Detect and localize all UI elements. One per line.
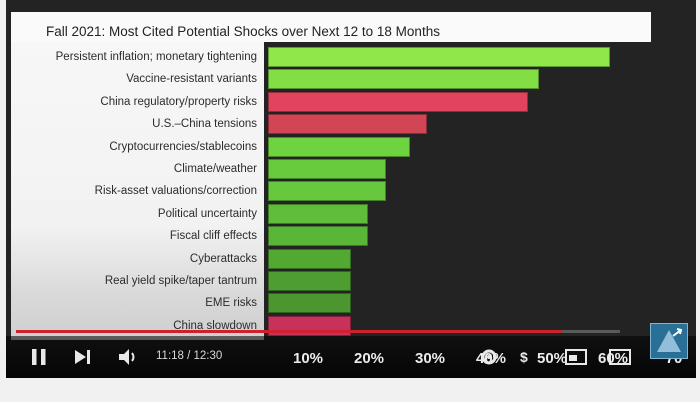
theater-icon[interactable] bbox=[609, 349, 631, 370]
settings-icon[interactable] bbox=[480, 348, 498, 371]
fullscreen-icon[interactable] bbox=[650, 323, 688, 359]
progress-played bbox=[16, 330, 563, 333]
category-label: Vaccine-resistant variants bbox=[126, 73, 257, 86]
bar bbox=[268, 159, 386, 179]
chart-title: Fall 2021: Most Cited Potential Shocks o… bbox=[46, 24, 440, 39]
progress-bar[interactable] bbox=[16, 330, 620, 333]
labels-panel bbox=[11, 40, 264, 340]
category-label: Cryptocurrencies/stablecoins bbox=[109, 140, 257, 153]
svg-text:$: $ bbox=[520, 349, 528, 365]
video-player[interactable]: Fall 2021: Most Cited Potential Shocks o… bbox=[6, 0, 696, 378]
x-tick-label: 60% bbox=[597, 350, 629, 367]
category-label: China regulatory/property risks bbox=[100, 95, 257, 108]
bar bbox=[268, 293, 351, 314]
bar bbox=[268, 248, 351, 269]
x-tick-label: 40% bbox=[475, 350, 507, 367]
next-icon[interactable] bbox=[74, 349, 92, 370]
time-display: 11:18 / 12:30 bbox=[156, 350, 223, 362]
x-tick-label: 30% bbox=[414, 350, 446, 367]
category-label: U.S.–China tensions bbox=[152, 118, 257, 131]
category-label: Fiscal cliff effects bbox=[169, 230, 257, 243]
category-label: Cyberattacks bbox=[189, 252, 257, 265]
subtitles-icon[interactable]: $ bbox=[518, 349, 536, 370]
bar bbox=[268, 203, 369, 224]
bar bbox=[268, 69, 540, 90]
bar bbox=[268, 181, 386, 202]
x-tick-label: 10% bbox=[292, 350, 324, 367]
bar bbox=[268, 91, 528, 112]
category-label: Risk-asset valuations/correction bbox=[94, 185, 257, 198]
title-band bbox=[11, 12, 651, 42]
bar bbox=[268, 271, 351, 291]
category-label: China slowdown bbox=[173, 319, 257, 332]
x-tick-label: 50% bbox=[536, 350, 568, 367]
category-label: EME risks bbox=[205, 297, 257, 310]
miniplayer-icon[interactable] bbox=[565, 349, 587, 370]
bar bbox=[268, 114, 428, 135]
category-label: Political uncertainty bbox=[157, 207, 257, 220]
category-label: Real yield spike/taper tantrum bbox=[104, 275, 257, 287]
category-label: Climate/weather bbox=[173, 163, 257, 175]
bar bbox=[268, 226, 369, 247]
bar bbox=[268, 47, 611, 67]
category-label: Persistent inflation; monetary tightenin… bbox=[55, 51, 257, 63]
volume-icon[interactable] bbox=[118, 348, 140, 371]
bar bbox=[268, 136, 410, 157]
pause-icon[interactable] bbox=[30, 348, 48, 371]
x-tick-label: 20% bbox=[353, 350, 385, 367]
control-bar: 11:18 / 12:30 $ bbox=[6, 336, 696, 378]
